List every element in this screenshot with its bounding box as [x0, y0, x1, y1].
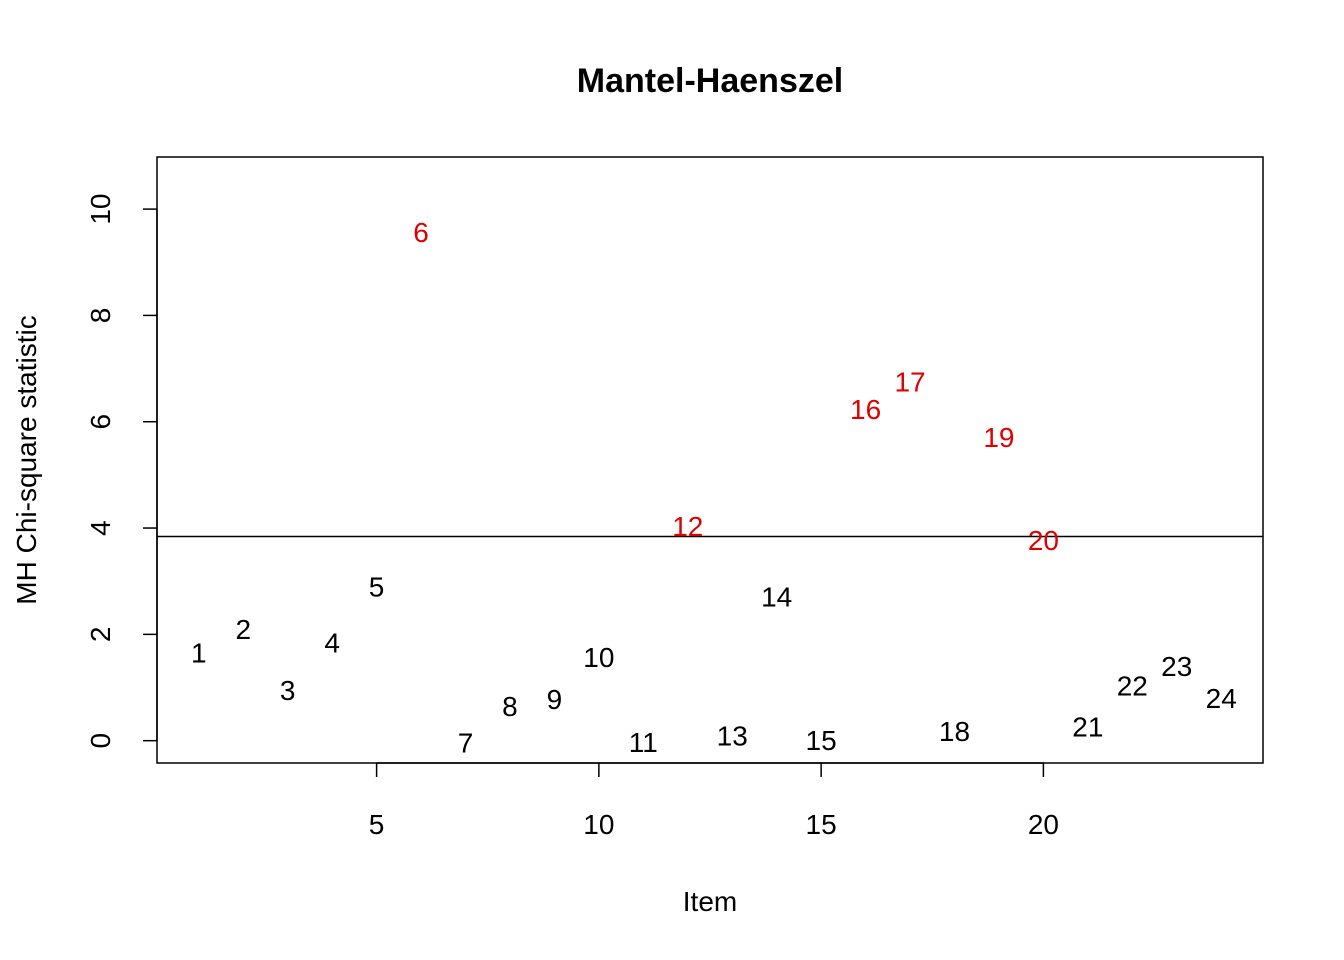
item-label: 13 — [717, 720, 748, 751]
item-label: 2 — [235, 614, 251, 645]
flagged-item-label: 19 — [983, 422, 1014, 453]
item-label: 10 — [583, 642, 614, 673]
y-tick-label: 8 — [85, 308, 116, 324]
flagged-item-label: 12 — [672, 511, 703, 542]
item-label: 24 — [1206, 683, 1237, 714]
item-label: 3 — [280, 675, 296, 706]
y-tick-label: 10 — [85, 194, 116, 225]
flagged-item-label: 6 — [413, 217, 429, 248]
y-axis: 0 2 4 6 8 10 — [85, 194, 158, 749]
item-label: 5 — [369, 572, 385, 603]
x-tick-label: 10 — [583, 809, 614, 840]
chart-title: Mantel-Haenszel — [577, 62, 843, 100]
x-tick-label: 15 — [806, 809, 837, 840]
item-label: 1 — [191, 637, 207, 668]
item-label: 8 — [502, 691, 518, 722]
item-label: 18 — [939, 716, 970, 747]
flagged-item-label: 17 — [894, 366, 925, 397]
item-label: 21 — [1072, 711, 1103, 742]
x-axis-label: Item — [683, 886, 737, 917]
item-label: 9 — [547, 684, 563, 715]
item-label: 15 — [806, 725, 837, 756]
item-label: 14 — [761, 582, 792, 613]
item-label: 23 — [1161, 651, 1192, 682]
y-tick-label: 0 — [85, 733, 116, 749]
x-tick-label: 5 — [369, 809, 385, 840]
flagged-item-label: 16 — [850, 394, 881, 425]
item-label: 11 — [629, 727, 658, 758]
y-axis-label: MH Chi-square statistic — [11, 315, 42, 604]
x-tick-label: 20 — [1028, 809, 1059, 840]
item-label: 4 — [324, 627, 340, 658]
y-tick-label: 2 — [85, 627, 116, 643]
flagged-item-label: 20 — [1028, 525, 1059, 556]
y-tick-label: 4 — [85, 520, 116, 536]
item-label: 7 — [458, 727, 474, 758]
x-axis: 5 10 15 20 — [369, 762, 1059, 840]
plot-frame — [156, 156, 1264, 764]
item-label: 22 — [1117, 670, 1148, 701]
y-tick-label: 6 — [85, 414, 116, 430]
